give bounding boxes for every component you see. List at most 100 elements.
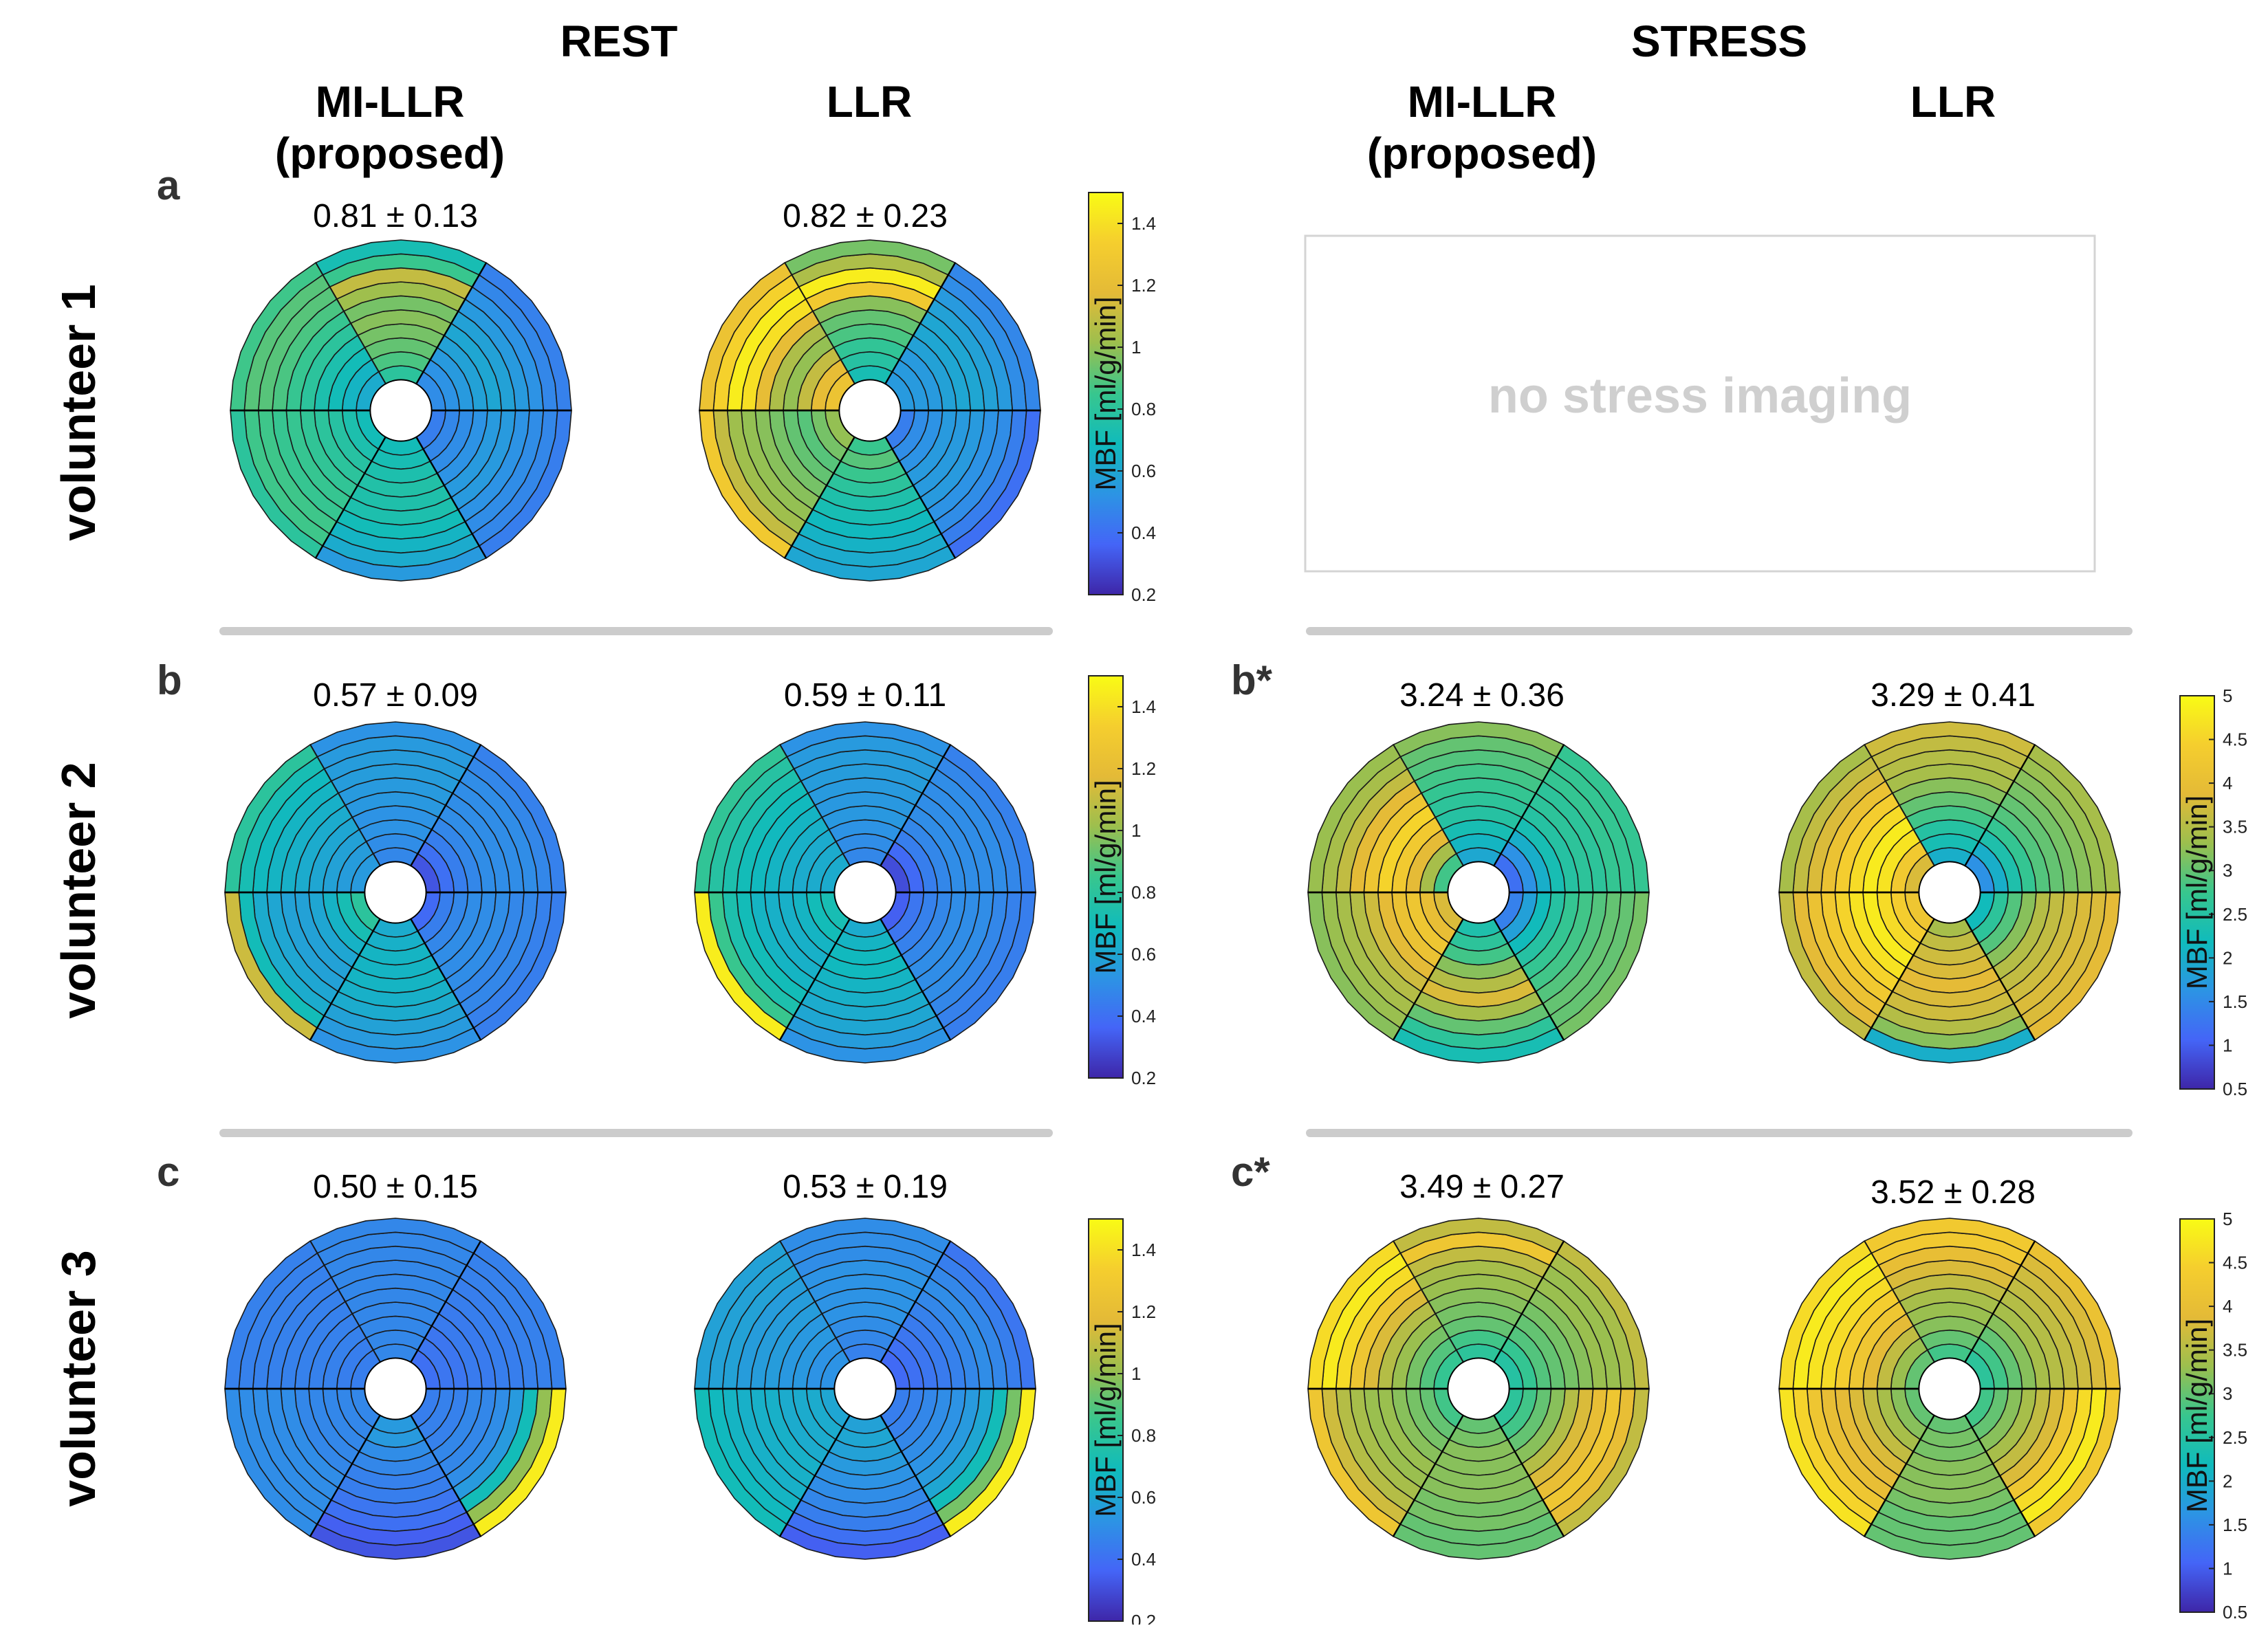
no-stress-box [1304,234,2096,573]
colorbar-tick-label: 0.2 [1131,1068,1156,1088]
colorbar-tick-label: 0.4 [1131,1549,1156,1570]
colorbar-tick-label: 0.2 [1131,1611,1156,1625]
sector-boundary [1493,1415,1565,1537]
colorbar-tick-label: 0.5 [2223,1079,2247,1099]
bullseye-v1-rest-llr [699,239,1041,582]
bullseye-v3-rest-mi-llr [224,1218,567,1560]
panel-label-b-star: b* [1231,657,1273,703]
plot-title-v3-stress-llr: 3.52 ± 0.28 [1871,1174,2036,1211]
colorbar-tick-label: 0.2 [1131,584,1156,605]
sector-boundary [1964,1415,2036,1537]
sector-boundary [1392,918,1464,1041]
sector-boundary [880,744,952,866]
header-rest: REST [560,16,678,66]
colorbar-tick-label: 3.5 [2223,817,2247,837]
panel-label-b: b [157,657,182,703]
bullseye-center-hole [369,379,433,442]
sector-boundary [783,437,855,559]
colorbar-tick-label: 1.4 [1131,696,1156,717]
colorbar-tick-label: 2 [2223,947,2232,968]
header-rest-llr: LLR [827,77,912,126]
sector-boundary [880,918,952,1041]
colorbar-tick-label: 0.8 [1131,1425,1156,1446]
colorbar-tick-label: 1.2 [1131,1301,1156,1322]
sector-boundary [1863,1415,1935,1537]
colorbar-tick-label: 1 [1131,1363,1141,1384]
colorbar-v3-stress: 0.5 1 1.5 2 2.5 3 3.5 4 4.5 5 MBF [ml/g/min] [2179,1209,2247,1622]
plot-title-v2-rest-mi-llr: 0.57 ± 0.09 [313,677,478,714]
colorbar-gradient [1088,192,1124,595]
bullseye-cell-anteroseptal-layer-10 [1778,744,1873,893]
sector-boundary [884,437,957,559]
bullseye-center-hole [1918,1357,1981,1420]
plot-title-v3-rest-llr: 0.53 ± 0.19 [783,1169,948,1205]
bullseye-v2-stress-mi-llr [1307,721,1650,1064]
sector-boundary [1863,918,1935,1041]
colorbar-label: MBF [ml/g/min] [2181,795,2213,989]
colorbar-gradient [2179,1218,2215,1613]
bullseye-cell-anteroseptal-layer-10 [230,262,324,411]
sector-boundary [410,1415,482,1537]
colorbar-tick-label: 1.5 [2223,1515,2247,1535]
bullseye-cell-anteroseptal-layer-10 [699,262,793,411]
row-label-volunteer-3: volunteer 3 [52,1250,105,1506]
plot-title-v2-stress-mi-llr: 3.24 ± 0.36 [1399,677,1564,714]
plot-title-v1-rest-llr: 0.82 ± 0.23 [783,198,948,234]
colorbar-tick-label: 1.4 [1131,213,1156,234]
sector-boundary [1964,918,2036,1041]
sector-boundary [884,262,957,384]
colorbar-tick-label: 0.6 [1131,944,1156,965]
plot-title-v3-stress-mi-llr: 3.49 ± 0.27 [1399,1169,1564,1205]
colorbar-tick-label: 0.5 [2223,1602,2247,1622]
colorbar-v3-rest: 0.2 0.4 0.6 0.8 1 1.2 1.4 MBF [ml/g/min] [1088,1218,1156,1628]
bullseye-v2-rest-mi-llr [224,721,567,1064]
sector-boundary [309,918,381,1041]
colorbar-tick-label: 0.8 [1131,882,1156,903]
colorbar-tick-label: 0.6 [1131,1487,1156,1508]
plot-title-v2-rest-llr: 0.59 ± 0.11 [784,677,946,714]
colorbar-tick-label: 1 [1131,337,1141,358]
header-rest-mi-llr-line1: MI-LLR [316,77,465,126]
sector-boundary [1493,744,1565,866]
sector-boundary [410,744,482,866]
header-stress-mi-llr-line2: (proposed) [1367,129,1597,178]
colorbar-gradient [1088,675,1124,1079]
colorbar-tick-label: 4 [2223,1296,2232,1317]
header-stress-llr: LLR [1910,77,1996,126]
bullseye-center-hole [833,861,897,924]
colorbar-tick-label: 3 [2223,1383,2232,1404]
colorbar-v2-stress: 0.5 1 1.5 2 2.5 3 3.5 4 4.5 5 MBF [ml/g/min] [2179,685,2247,1099]
row-label-volunteer-2: volunteer 2 [52,762,105,1018]
bullseye-v1-rest-mi-llr [230,239,572,582]
colorbar-tick-label: 0.8 [1131,399,1156,419]
colorbar-label: MBF [ml/g/min] [1089,780,1122,974]
colorbar-tick-label: 2.5 [2223,1427,2247,1448]
sector-boundary [1493,1240,1565,1363]
bullseye-center-hole [833,1357,897,1420]
bullseye-v3-rest-llr [694,1218,1036,1560]
colorbar-tick-label: 1.5 [2223,991,2247,1012]
colorbar-tick-label: 1 [2223,1558,2232,1578]
colorbar-tick-label: 0.4 [1131,1006,1156,1026]
colorbar-tick-label: 3 [2223,860,2232,881]
header-stress: STRESS [1631,16,1807,66]
bullseye-center-hole [364,1357,427,1420]
sector-boundary [415,262,488,384]
colorbar-label: MBF [ml/g/min] [1089,1323,1122,1517]
panel-label-c-star: c* [1231,1149,1270,1195]
colorbar-label: MBF [ml/g/min] [2181,1319,2213,1512]
sector-boundary [1493,918,1565,1041]
colorbar-tick-label: 1.2 [1131,275,1156,296]
colorbar-tick-label: 1.2 [1131,758,1156,779]
sector-boundary [309,1415,381,1537]
sector-boundary [314,437,386,559]
bullseye-cell-anteroseptal-layer-10 [224,1240,318,1389]
colorbar-v1-rest: 0.2 0.4 0.6 0.8 1 1.2 1.4 MBF [ml/g/min] [1088,192,1156,605]
bullseye-center-hole [1447,1357,1510,1420]
colorbar-tick-label: 5 [2223,685,2232,706]
bullseye-center-hole [838,379,902,442]
bullseye-v3-stress-llr [1778,1218,2121,1560]
sector-boundary [778,918,851,1041]
sector-boundary [410,918,482,1041]
panel-label-c: c [157,1149,179,1195]
